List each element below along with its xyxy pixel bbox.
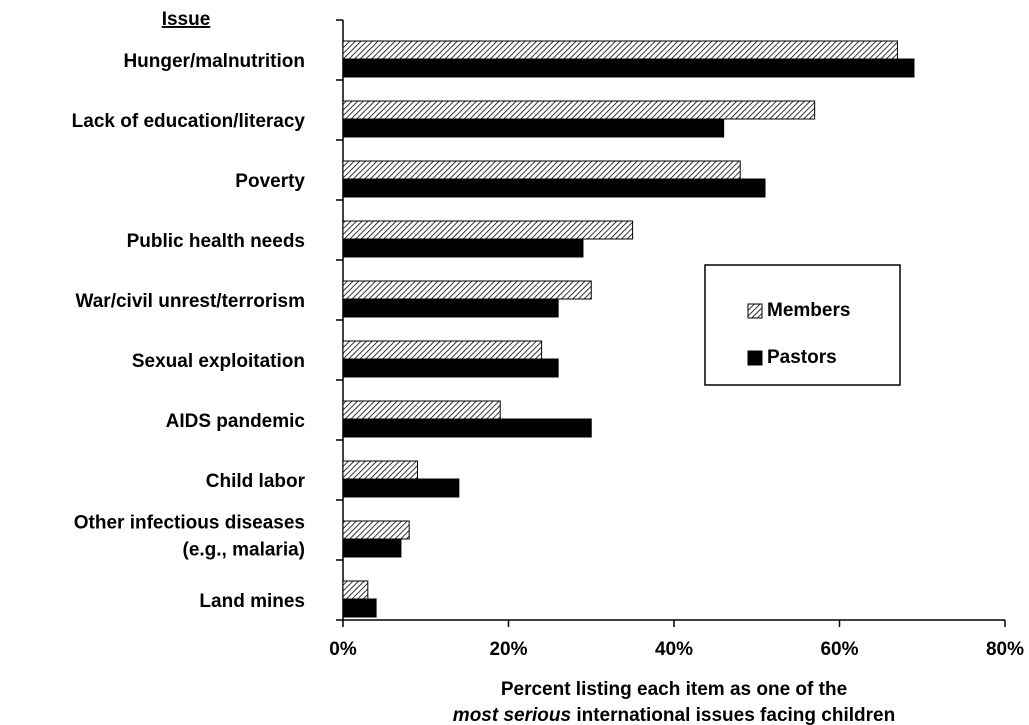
bar	[342, 358, 559, 378]
x-axis-title-rest: international issues facing children	[571, 705, 895, 725]
bar	[342, 580, 369, 600]
x-tick-label: 80%	[986, 639, 1024, 660]
bar	[342, 598, 377, 618]
y-tick-label: Sexual exploitation	[132, 351, 305, 372]
y-tick-label: Lack of education/literacy	[72, 111, 306, 132]
y-tick-label: Public health needs	[127, 231, 305, 252]
bar	[342, 460, 418, 480]
x-axis-title-italic: most serious	[453, 705, 571, 725]
y-tick-label: Other infectious diseases (e.g., malaria)	[74, 513, 305, 561]
y-tick-label: Hunger/malnutrition	[123, 51, 305, 72]
x-axis-title-line2: most serious international issues facing…	[453, 705, 895, 725]
legend-label: Pastors	[767, 347, 837, 368]
y-tick-label: War/civil unrest/terrorism	[76, 291, 305, 312]
y-tick-label: AIDS pandemic	[166, 411, 306, 432]
bar	[342, 298, 559, 318]
bar	[342, 238, 584, 258]
y-axis-title: Issue	[162, 9, 211, 30]
bar	[342, 520, 410, 540]
bar	[342, 478, 460, 498]
x-axis-title-line1: Percent listing each item as one of the	[501, 679, 847, 700]
legend-label: Members	[767, 300, 850, 321]
bar	[342, 58, 915, 78]
bar	[342, 178, 766, 198]
x-tick-label: 60%	[820, 639, 858, 660]
bar	[342, 220, 634, 240]
bar	[342, 100, 816, 120]
bar	[342, 40, 898, 60]
bar	[342, 160, 741, 180]
bar	[342, 280, 592, 300]
y-tick-label: Poverty	[235, 171, 305, 192]
x-tick-label: 0%	[329, 639, 357, 660]
bar	[342, 538, 402, 558]
legend-box	[704, 264, 901, 386]
legend-swatch	[747, 303, 763, 319]
bar	[342, 118, 725, 138]
x-tick-label: 40%	[655, 639, 693, 660]
y-tick-label: Child labor	[206, 471, 306, 492]
bar	[342, 418, 592, 438]
bar	[342, 400, 501, 420]
x-tick-label: 20%	[489, 639, 527, 660]
y-tick-label: Land mines	[199, 591, 305, 612]
bar	[342, 340, 543, 360]
legend-swatch	[747, 350, 763, 366]
